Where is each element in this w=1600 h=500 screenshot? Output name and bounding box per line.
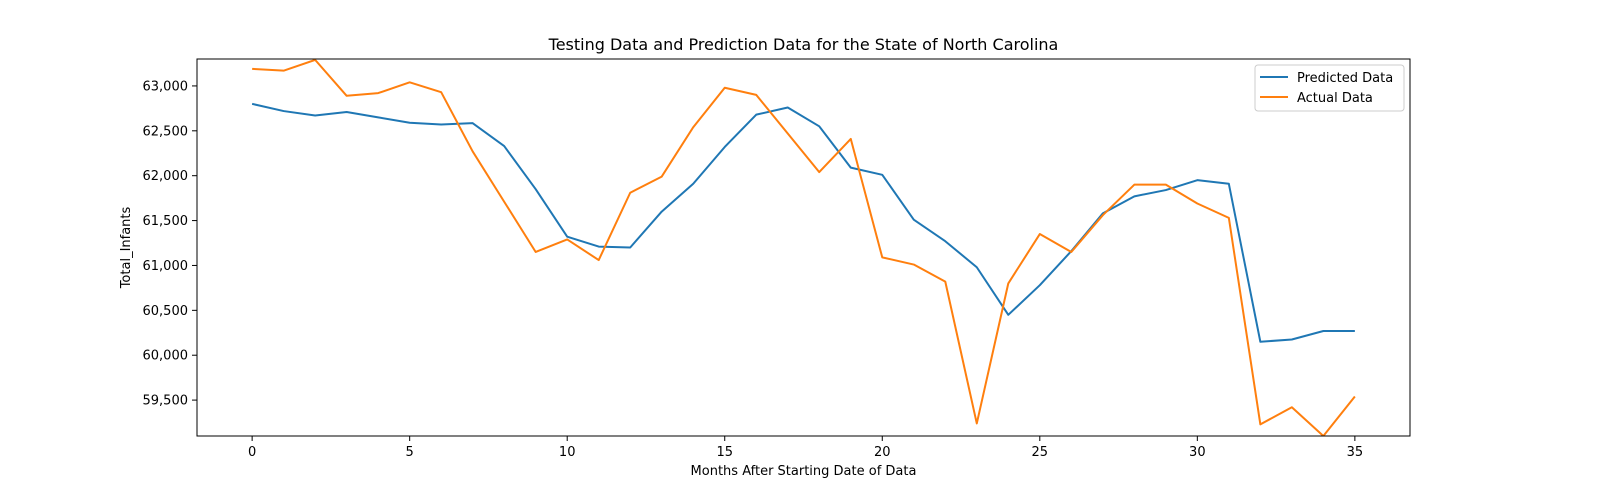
x-tick-label: 35 bbox=[1347, 445, 1364, 460]
x-tick-label: 10 bbox=[559, 445, 576, 460]
y-axis: 59,500 60,000 60,500 61,000 61,500 62,000 62,5… bbox=[143, 79, 197, 409]
legend: Predicted Data Actual Data bbox=[1254, 64, 1405, 112]
y-tick-label: 62,500 bbox=[143, 124, 189, 139]
chart-title: Testing Data and Prediction Data for the… bbox=[548, 35, 1059, 54]
x-axis-label: Months After Starting Date of Data bbox=[691, 464, 917, 479]
x-tick-label: 0 bbox=[248, 445, 256, 460]
series-line-predicted bbox=[251, 102, 1355, 343]
y-tick-label: 61,500 bbox=[143, 214, 189, 229]
x-tick-label: 30 bbox=[1189, 445, 1206, 460]
legend-box bbox=[1254, 64, 1405, 112]
series-lines bbox=[251, 59, 1356, 436]
y-tick-label: 63,000 bbox=[143, 79, 189, 94]
y-tick-label: 59,500 bbox=[143, 394, 189, 409]
y-tick-label: 62,000 bbox=[143, 169, 189, 184]
legend-entry-label: Predicted Data bbox=[1297, 71, 1393, 86]
x-tick-label: 20 bbox=[874, 445, 891, 460]
x-tick-label: 5 bbox=[406, 445, 414, 460]
x-axis: 0 5 10 15 20 25 30 35 bbox=[248, 436, 1363, 460]
y-tick-label: 61,000 bbox=[143, 259, 189, 274]
y-tick-label: 60,000 bbox=[143, 349, 189, 364]
plot-frame bbox=[196, 58, 1411, 437]
y-tick-label: 60,500 bbox=[143, 304, 189, 319]
series-line-actual bbox=[252, 59, 1356, 436]
legend-entry-label: Actual Data bbox=[1297, 91, 1373, 106]
x-tick-label: 25 bbox=[1032, 445, 1049, 460]
x-tick-label: 15 bbox=[716, 445, 733, 460]
y-axis-label: Total_Infants bbox=[119, 206, 134, 289]
